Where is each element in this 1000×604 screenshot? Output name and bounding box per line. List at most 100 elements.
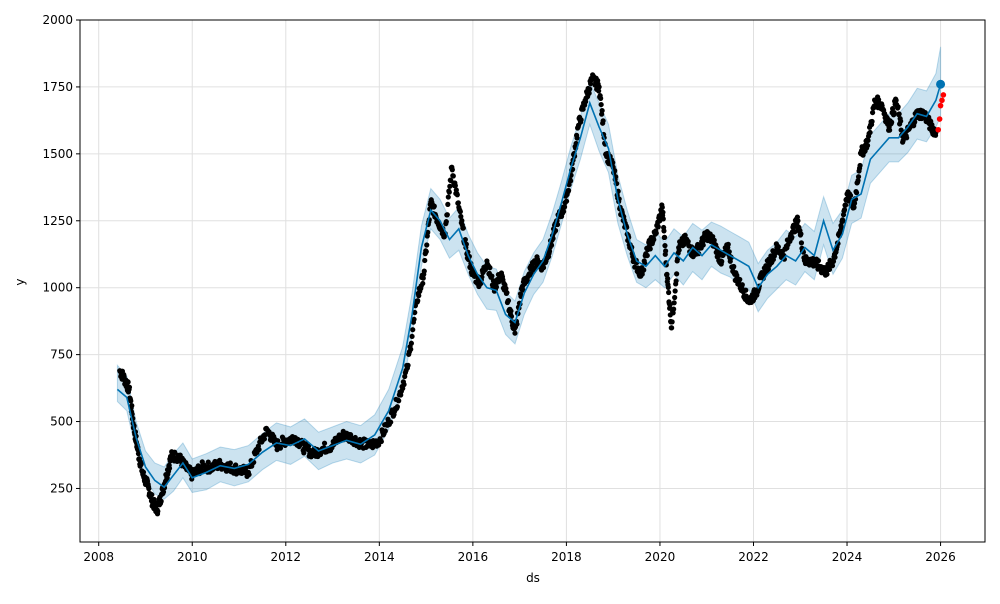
observed-point (445, 201, 451, 207)
observed-point (540, 265, 547, 271)
y-tick-label: 2000 (42, 13, 73, 27)
observed-point (644, 252, 650, 259)
observed-point (321, 440, 328, 446)
observed-point (889, 119, 895, 125)
observed-point (305, 443, 312, 449)
observed-point (725, 241, 731, 247)
observed-point (166, 465, 173, 471)
observed-point (829, 263, 836, 269)
observed-point (664, 271, 670, 277)
observed-point (445, 194, 451, 200)
observed-point (444, 212, 450, 218)
recent-points (935, 92, 947, 133)
observed-point (895, 104, 901, 110)
observed-point (504, 290, 510, 296)
observed-point (565, 187, 572, 194)
observed-point (425, 229, 431, 235)
x-tick-label: 2016 (458, 550, 489, 564)
observed-point (661, 228, 667, 234)
observed-point (887, 127, 893, 133)
observed-point (739, 282, 745, 288)
observed-point (524, 278, 531, 284)
observed-point (412, 309, 418, 316)
observed-point (701, 237, 707, 243)
observed-point (596, 88, 602, 94)
observed-point (666, 289, 672, 296)
observed-point (489, 273, 495, 279)
x-tick-label: 2020 (645, 550, 676, 564)
x-tick-label: 2012 (271, 550, 302, 564)
observed-point (851, 200, 858, 206)
observed-point (447, 183, 453, 189)
observed-point (126, 384, 133, 390)
observed-point (548, 242, 555, 248)
observed-point (578, 117, 584, 123)
grid (80, 19, 985, 542)
observed-point (660, 209, 666, 215)
observed-point (890, 106, 896, 112)
recent-point (940, 92, 947, 98)
observed-point (869, 109, 876, 116)
y-axis-label: y (13, 278, 27, 285)
observed-point (452, 183, 458, 189)
observed-point (719, 258, 725, 265)
observed-point (598, 101, 604, 108)
observed-point (275, 438, 281, 444)
observed-point (443, 219, 449, 225)
observed-point (561, 204, 568, 210)
observed-point (660, 216, 666, 222)
observed-point (667, 302, 673, 308)
observed-point (205, 459, 211, 465)
observed-point (129, 403, 135, 409)
observed-point (673, 278, 679, 284)
observed-point (659, 204, 665, 210)
observed-point (458, 213, 464, 220)
observed-point (138, 459, 145, 466)
observed-point (896, 111, 902, 117)
observed-point (450, 173, 456, 179)
observed-point (653, 230, 659, 236)
x-tick-label: 2024 (832, 550, 863, 564)
forecast-line (116, 83, 942, 489)
observed-point (663, 248, 669, 254)
observed-point (838, 225, 845, 231)
observed-point (586, 90, 592, 96)
observed-point (743, 287, 749, 293)
observed-point (567, 178, 574, 184)
observed-point (795, 218, 801, 224)
observed-point (851, 204, 857, 210)
observed-point (674, 271, 680, 277)
observed-point (587, 86, 593, 92)
observed-point (563, 198, 570, 204)
observed-point (670, 310, 676, 316)
y-tick-label: 500 (50, 415, 73, 429)
observed-point (408, 340, 414, 346)
plot-frame (79, 19, 986, 543)
y-axis-ticks: 250 500 750 1000 1250 1500 1750 2000 (42, 13, 80, 495)
observed-point (737, 276, 743, 283)
observed-point (655, 224, 661, 230)
observed-point (243, 465, 249, 471)
observed-point (454, 192, 460, 198)
observed-point (824, 271, 830, 277)
observed-point (149, 492, 155, 498)
observed-point (662, 234, 668, 240)
x-tick-label: 2014 (364, 550, 395, 564)
observed-point (731, 263, 737, 270)
recent-point (935, 126, 942, 133)
observed-point (855, 174, 862, 180)
observed-point (378, 438, 384, 445)
y-tick-label: 1250 (42, 214, 73, 228)
observed-point (600, 118, 606, 124)
observed-point (685, 238, 691, 245)
observed-point (449, 167, 455, 173)
observed-point (580, 106, 586, 112)
observed-point (382, 428, 388, 434)
observed-point (396, 398, 402, 404)
observed-point (493, 284, 500, 290)
observed-point (847, 192, 854, 199)
observed-point (711, 237, 717, 243)
observed-point (669, 325, 675, 331)
observed-point (891, 110, 897, 116)
